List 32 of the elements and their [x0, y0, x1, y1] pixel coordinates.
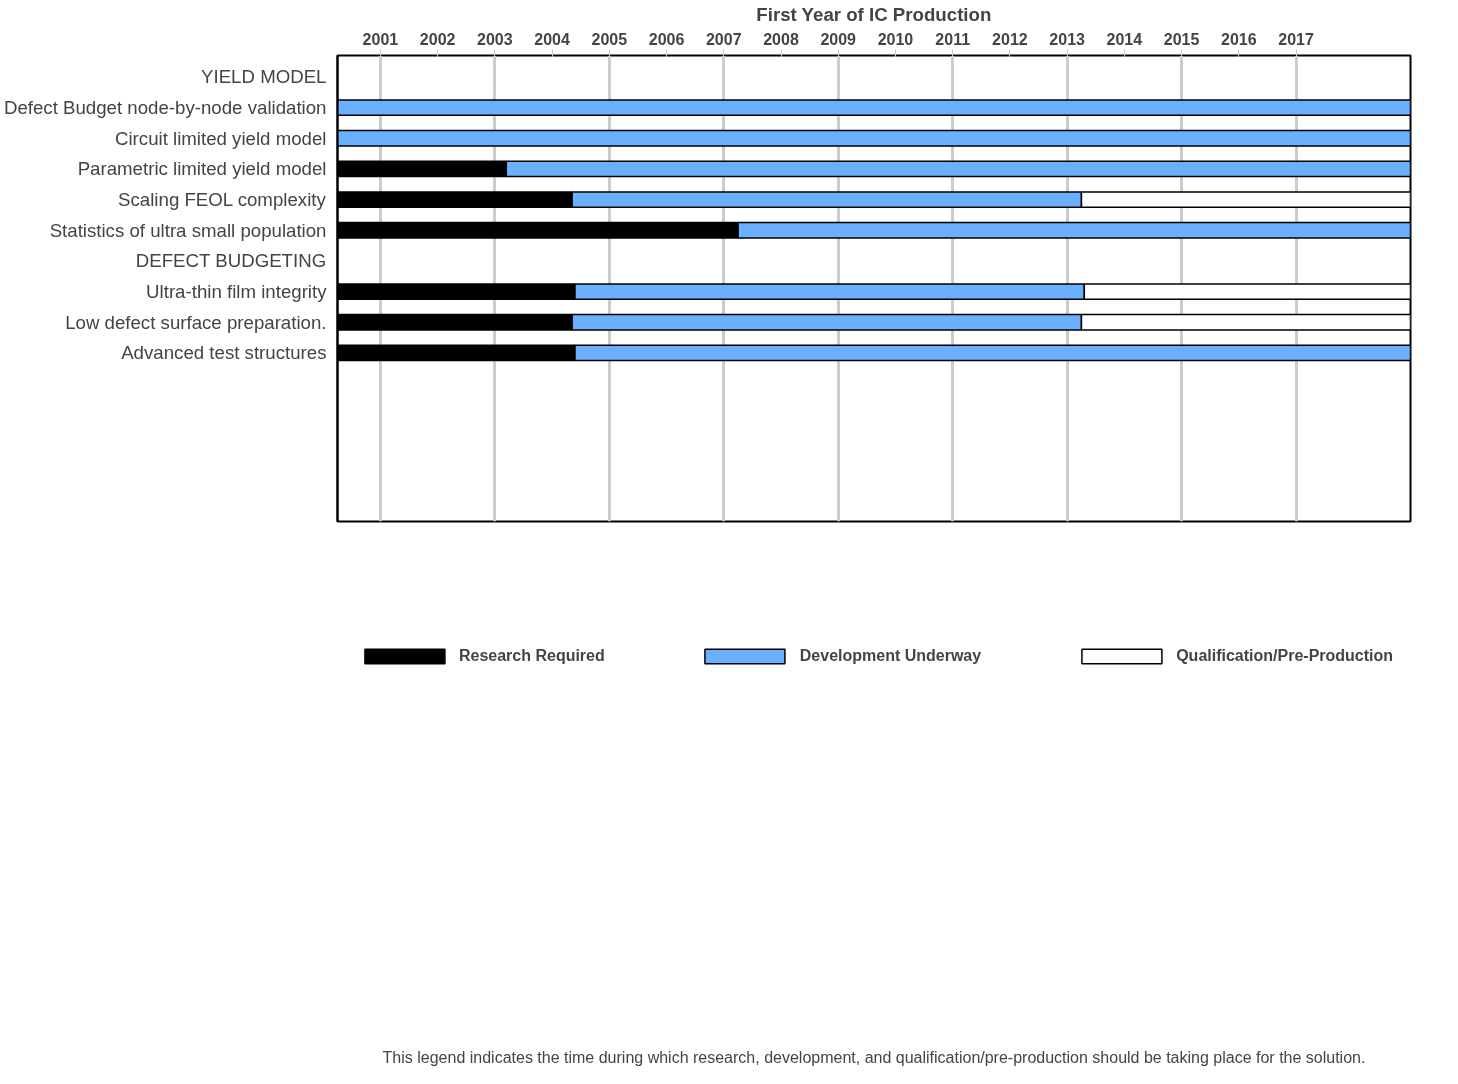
y-tick-label: Scaling FEOL complexity [118, 189, 327, 211]
y-tick-label: DEFECT BUDGETING [135, 250, 327, 272]
text: This legend indicates the time during which research, development, and qualification/pre-production should be taking place for the solution. [382, 1048, 1366, 1066]
x-tick-label: 2007 [705, 30, 742, 48]
x-tick-label: 2013 [1049, 30, 1086, 48]
y-tick-label: YIELD MODEL [201, 66, 327, 88]
x-tick-label: 2006 [648, 30, 685, 48]
legend-label: Development Underway [799, 646, 982, 665]
x-axis-title: First Year of IC Production [756, 3, 992, 25]
x-tick-label: 2012 [992, 30, 1028, 48]
y-tick-label: Parametric limited yield model [77, 158, 327, 180]
x-tick-label: 2010 [877, 30, 914, 48]
x-tick-label: 2016 [1221, 30, 1257, 48]
legend-label: Qualification/Pre-Production [1176, 646, 1394, 665]
x-tick-label: 2005 [591, 30, 628, 48]
x-tick-label: 2011 [935, 30, 971, 48]
x-tick-label: 2015 [1163, 30, 1200, 48]
y-tick-label: Statistics of ultra small population [49, 219, 327, 241]
x-tick-label: 2003 [477, 30, 513, 48]
y-tick-label: Circuit limited yield model [115, 127, 327, 149]
legend-label: Research Required [458, 646, 605, 665]
x-tick-label: 2009 [820, 30, 857, 48]
x-tick-label: 2014 [1106, 30, 1143, 48]
x-tick-label: 2002 [419, 30, 456, 48]
y-tick-label: Low defect surface preparation. [65, 311, 327, 333]
y-tick-label: Defect Budget node-by-node validation [3, 97, 327, 119]
x-tick-label: 2008 [763, 30, 799, 48]
x-tick-label: 2004 [534, 30, 570, 48]
x-tick-label: 2001 [362, 30, 399, 48]
y-tick-label: Ultra-thin film integrity [146, 281, 328, 303]
x-tick-label: 2017 [1278, 30, 1314, 48]
y-tick-label: Advanced test structures [121, 342, 327, 364]
